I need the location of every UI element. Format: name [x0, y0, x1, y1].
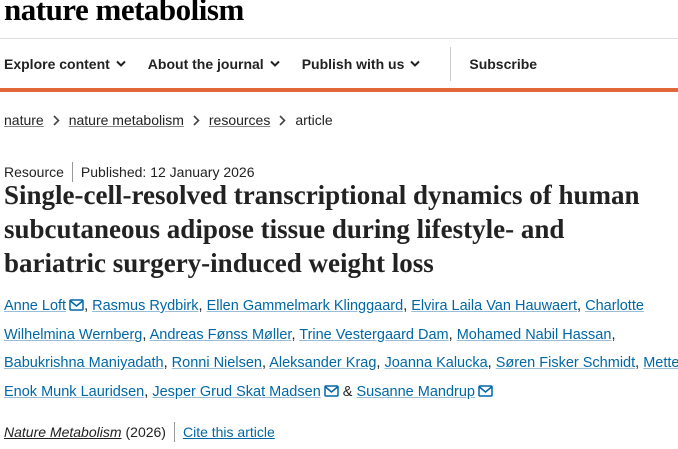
- nav-item[interactable]: Publish with us: [298, 52, 437, 76]
- author-name[interactable]: Søren Fisker Schmidt: [495, 355, 636, 371]
- author-separator: ,: [142, 326, 147, 343]
- nav-label[interactable]: Explore content: [4, 56, 110, 72]
- author-separator: ,: [403, 298, 408, 314]
- author-separator: ,: [144, 383, 149, 400]
- author: Andreas Fønss Møller,: [150, 327, 296, 343]
- nav-label[interactable]: Subscribe: [469, 56, 538, 72]
- author-name[interactable]: Elvira Laila Van Hauwaert: [411, 298, 578, 314]
- author: Rasmus Rydbirk,: [92, 298, 202, 314]
- author-conjunction: &: [342, 383, 353, 400]
- author: Susanne Mandrup: [357, 384, 494, 400]
- author-separator: ,: [448, 326, 453, 343]
- citation: Nature Metabolism (2026) Cite this artic…: [4, 422, 275, 442]
- author: Søren Fisker Schmidt,: [496, 355, 639, 371]
- author: Ronni Nielsen,: [172, 355, 266, 371]
- email-icon[interactable]: [478, 384, 493, 397]
- author: Aleksander Krag,: [269, 355, 380, 371]
- nav-label[interactable]: About the journal: [147, 56, 264, 72]
- author-name[interactable]: Rasmus Rydbirk: [92, 298, 199, 314]
- nav-item[interactable]: Subscribe: [465, 52, 553, 76]
- email-icon[interactable]: [69, 299, 84, 311]
- nav: Explore content About the journal Publish …: [0, 47, 555, 81]
- chev-icon: [116, 60, 126, 67]
- cite-link[interactable]: Cite this article: [182, 424, 275, 440]
- article-title: Single-cell-resolved transcriptional dyn…: [4, 180, 640, 278]
- author-name[interactable]: Charlotte Wilhelmina Wernberg: [4, 298, 644, 343]
- author: Trine Vestergaard Dam,: [299, 327, 452, 343]
- author: Joanna Kalucka,: [384, 355, 491, 371]
- author-name[interactable]: Aleksander Krag: [269, 355, 377, 371]
- author: Babukrishna Maniyadath,: [4, 355, 168, 371]
- year: (2026): [125, 424, 166, 440]
- breadcrumb: nature nature metabolism resources article: [4, 112, 333, 128]
- author-separator: ,: [487, 355, 492, 371]
- author-name[interactable]: Andreas Fønss Møller: [149, 326, 292, 343]
- logo[interactable]: nature metabolism: [4, 0, 244, 27]
- chev-icon: [410, 60, 421, 67]
- author-name[interactable]: Joanna Kalucka: [384, 355, 488, 371]
- separator: [173, 422, 175, 442]
- author-separator: ,: [291, 326, 296, 343]
- author-name[interactable]: Trine Vestergaard Dam: [299, 326, 449, 343]
- divider: [0, 38, 678, 39]
- author: Charlotte Wilhelmina Wernberg,: [4, 298, 644, 343]
- author-name[interactable]: Babukrishna Maniyadath: [4, 355, 164, 371]
- author-separator: ,: [84, 298, 89, 314]
- author: Mette Enok Munk Lauridsen,: [4, 355, 678, 400]
- author: Anne Loft,: [4, 298, 88, 314]
- author-name[interactable]: Susanne Mandrup: [356, 383, 476, 400]
- breadcrumb-link[interactable]: nature: [4, 112, 44, 128]
- crumb-icon: [193, 114, 200, 126]
- nav-item[interactable]: Explore content: [0, 52, 142, 76]
- email-icon[interactable]: [324, 384, 339, 397]
- author-list: Anne Loft, Rasmus Rydbirk, Ellen Gammelm…: [4, 292, 678, 406]
- author-name[interactable]: Anne Loft: [4, 298, 67, 314]
- breadcrumb-current: article: [295, 112, 333, 128]
- author-name[interactable]: Jesper Grud Skat Madsen: [152, 383, 321, 400]
- crumb-icon: [279, 114, 286, 126]
- author: Ellen Gammelmark Klinggaard,: [207, 298, 408, 314]
- accent-bar: [0, 88, 678, 92]
- author-name[interactable]: Ronni Nielsen: [171, 355, 262, 371]
- nav-label[interactable]: Publish with us: [301, 56, 405, 72]
- author-name[interactable]: Mette Enok Munk Lauridsen: [4, 355, 678, 400]
- author-separator: ,: [635, 355, 640, 371]
- author: Elvira Laila Van Hauwaert,: [411, 298, 581, 314]
- chev-icon: [269, 60, 280, 67]
- author-name[interactable]: Ellen Gammelmark Klinggaard: [206, 298, 404, 314]
- crumb-icon: [53, 114, 60, 126]
- author-separator: ,: [261, 355, 266, 371]
- separator: [71, 162, 73, 182]
- author: Jesper Grud Skat Madsen: [152, 383, 339, 400]
- article-type: Resource: [4, 164, 64, 180]
- author-separator: ,: [376, 355, 381, 371]
- nav-item[interactable]: About the journal: [144, 52, 296, 76]
- author-separator: ,: [611, 326, 616, 343]
- author: Mohamed Nabil Hassan,: [457, 327, 616, 343]
- article-meta: Resource Published: 12 January 2026: [4, 162, 255, 182]
- breadcrumb-link[interactable]: nature metabolism: [68, 112, 184, 128]
- author-separator: ,: [163, 355, 168, 371]
- journal-name[interactable]: Nature Metabolism: [4, 424, 122, 440]
- author-name[interactable]: Mohamed Nabil Hassan: [456, 326, 612, 343]
- author-separator: ,: [198, 298, 203, 314]
- breadcrumb-link[interactable]: resources: [208, 112, 271, 128]
- published-date: Published: 12 January 2026: [80, 164, 255, 180]
- nav-divider: [450, 47, 452, 81]
- author-separator: ,: [577, 298, 582, 314]
